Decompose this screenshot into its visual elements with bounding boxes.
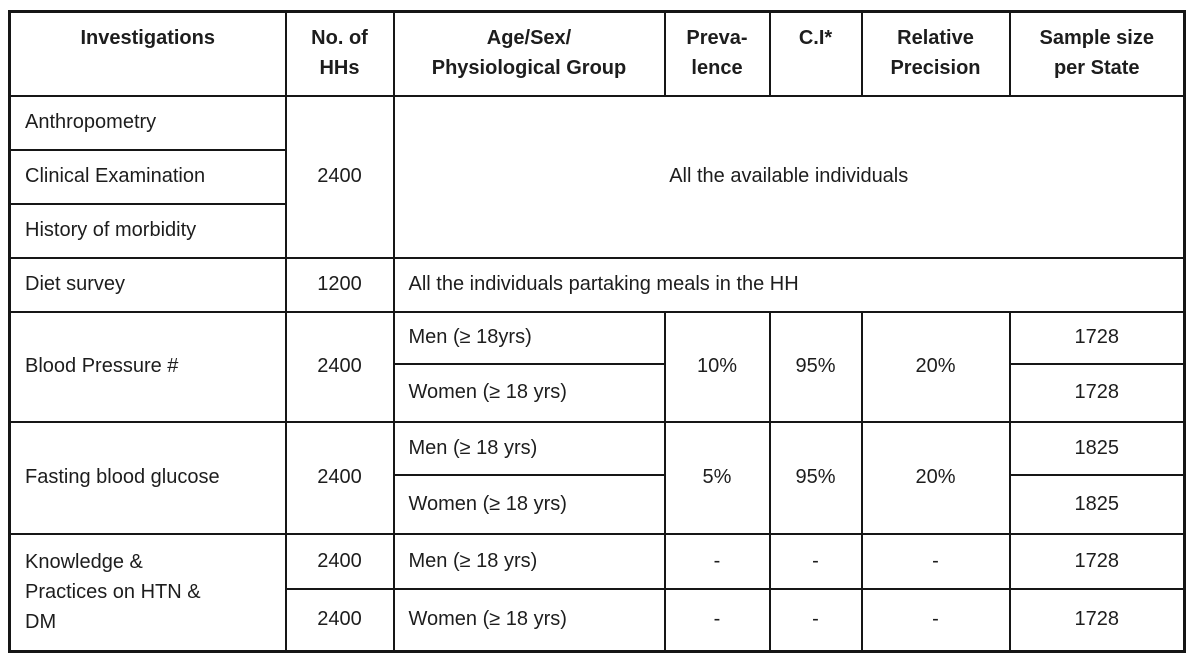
cell-sample-knowledge-women: 1728 bbox=[1008, 587, 1186, 653]
cell-sample-blood-pressure-men: 1728 bbox=[1008, 310, 1186, 365]
cell-investigation-knowledge-practices: Knowledge & Practices on HTN & DM bbox=[8, 532, 287, 653]
cell-sample-knowledge-men: 1728 bbox=[1008, 532, 1186, 590]
row-blood-pressure-men: Blood Pressure # 2400 Men (≥ 18yrs) 10% … bbox=[8, 310, 1186, 423]
cell-investigation-blood-pressure: Blood Pressure # bbox=[8, 310, 287, 423]
header-relative-precision: Relative Precision bbox=[860, 10, 1011, 97]
header-sample-size: Sample size per State bbox=[1008, 10, 1186, 97]
cell-hhs-fasting-glucose: 2400 bbox=[284, 420, 395, 535]
header-age-sex-group: Age/Sex/ Physiological Group bbox=[392, 10, 666, 97]
cell-relative-precision-knowledge-women: - bbox=[860, 587, 1011, 653]
row-diet-survey: Diet survey 1200 All the individuals par… bbox=[8, 256, 1186, 313]
cell-prevalence-knowledge-men: - bbox=[663, 532, 771, 590]
cell-group-fasting-glucose-women: Women (≥ 18 yrs) bbox=[392, 473, 666, 535]
cell-hhs-anthropometry-group: 2400 bbox=[284, 94, 395, 259]
cell-prevalence-fasting-glucose: 5% bbox=[663, 420, 771, 535]
survey-table-container: Investigations No. of HHs Age/Sex/ Physi… bbox=[8, 10, 1186, 653]
cell-group-knowledge-men: Men (≥ 18 yrs) bbox=[392, 532, 666, 590]
cell-ci-fasting-glucose: 95% bbox=[768, 420, 863, 535]
row-anthropometry: Anthropometry 2400 All the available ind… bbox=[8, 94, 1186, 259]
cell-note-diet-survey: All the individuals partaking meals in t… bbox=[392, 256, 1186, 313]
row-knowledge-men: Knowledge & Practices on HTN & DM 2400 M… bbox=[8, 532, 1186, 653]
cell-relative-precision-blood-pressure: 20% bbox=[860, 310, 1011, 423]
row-blood-pressure-women: Women (≥ 18 yrs) 1728 bbox=[10, 362, 1186, 423]
cell-hhs-blood-pressure: 2400 bbox=[284, 310, 395, 423]
cell-relative-precision-knowledge-men: - bbox=[860, 532, 1011, 590]
header-row: Investigations No. of HHs Age/Sex/ Physi… bbox=[8, 10, 1186, 97]
cell-ci-knowledge-women: - bbox=[768, 587, 863, 653]
cell-hhs-diet-survey: 1200 bbox=[284, 256, 395, 313]
row-knowledge-women: 2400 Women (≥ 18 yrs) - - - 1728 bbox=[10, 587, 1186, 653]
row-fasting-glucose-women: Women (≥ 18 yrs) 1825 bbox=[10, 473, 1186, 535]
cell-hhs-knowledge-women: 2400 bbox=[284, 587, 395, 653]
cell-investigation-anthropometry: Anthropometry bbox=[8, 94, 287, 151]
cell-relative-precision-fasting-glucose: 20% bbox=[860, 420, 1011, 535]
row-fasting-glucose-men: Fasting blood glucose 2400 Men (≥ 18 yrs… bbox=[8, 420, 1186, 535]
cell-hhs-knowledge-men: 2400 bbox=[284, 532, 395, 590]
cell-group-blood-pressure-women: Women (≥ 18 yrs) bbox=[392, 362, 666, 423]
row-clinical-examination: Clinical Examination bbox=[8, 148, 1185, 205]
row-history-of-morbidity: History of morbidity bbox=[8, 202, 1185, 259]
header-no-of-hhs: No. of HHs bbox=[284, 10, 395, 97]
cell-group-blood-pressure-men: Men (≥ 18yrs) bbox=[392, 310, 666, 365]
header-prevalence: Preva- lence bbox=[663, 10, 771, 97]
header-ci: C.I* bbox=[768, 10, 863, 97]
cell-sample-fasting-glucose-women: 1825 bbox=[1008, 473, 1186, 535]
cell-group-knowledge-women: Women (≥ 18 yrs) bbox=[392, 587, 666, 653]
cell-investigation-fasting-glucose: Fasting blood glucose bbox=[8, 420, 287, 535]
cell-investigation-diet-survey: Diet survey bbox=[8, 256, 287, 313]
cell-investigation-history-of-morbidity: History of morbidity bbox=[8, 202, 287, 259]
cell-note-all-available-individuals: All the available individuals bbox=[392, 94, 1186, 259]
cell-ci-knowledge-men: - bbox=[768, 532, 863, 590]
cell-sample-blood-pressure-women: 1728 bbox=[1008, 362, 1186, 423]
cell-investigation-clinical-examination: Clinical Examination bbox=[8, 148, 287, 205]
cell-ci-blood-pressure: 95% bbox=[768, 310, 863, 423]
cell-prevalence-blood-pressure: 10% bbox=[663, 310, 771, 423]
sampling-design-table: Investigations No. of HHs Age/Sex/ Physi… bbox=[8, 10, 1186, 653]
cell-sample-fasting-glucose-men: 1825 bbox=[1008, 420, 1186, 476]
header-investigations: Investigations bbox=[8, 10, 287, 97]
cell-group-fasting-glucose-men: Men (≥ 18 yrs) bbox=[392, 420, 666, 476]
cell-prevalence-knowledge-women: - bbox=[663, 587, 771, 653]
